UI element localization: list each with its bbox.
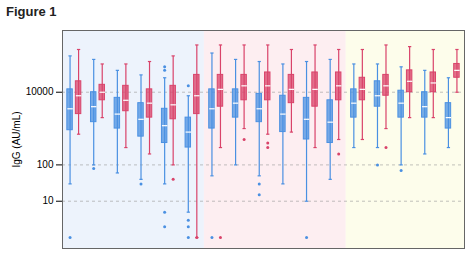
svg-text:IgG (AU/mL): IgG (AU/mL) [11,111,22,167]
svg-text:10000: 10000 [26,86,54,97]
svg-text:10: 10 [42,195,54,206]
svg-text:100: 100 [37,159,54,170]
html-text:Figure 1: Figure 1 [6,4,57,19]
